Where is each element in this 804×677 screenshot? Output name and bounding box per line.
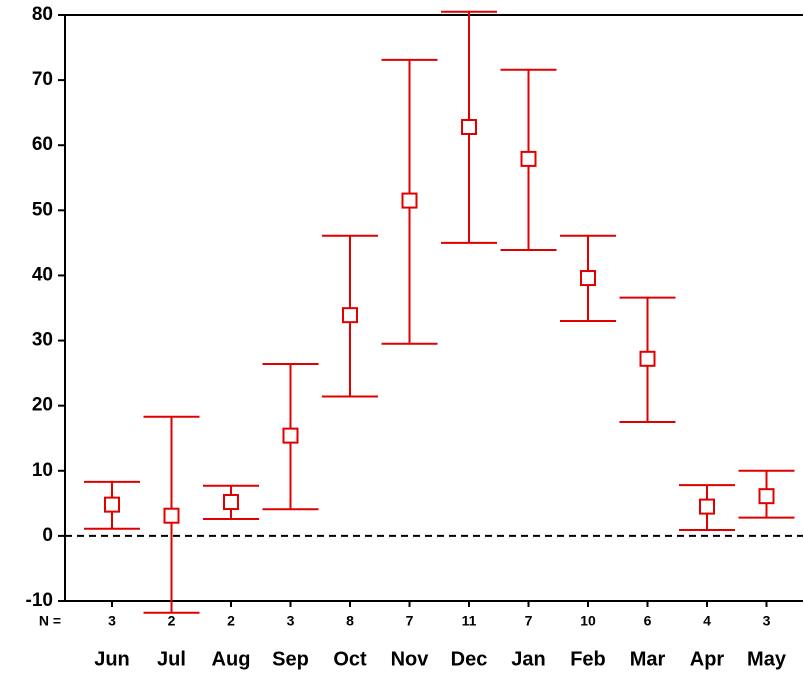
mean-marker <box>223 494 239 511</box>
n-value: 3 <box>108 613 116 629</box>
mean-marker <box>580 270 596 287</box>
y-tick-label: 70 <box>32 69 53 90</box>
mean-marker <box>639 350 656 367</box>
y-tick-label: 60 <box>32 134 53 155</box>
x-tick-label: Aug <box>212 648 251 670</box>
mean-marker <box>461 118 477 135</box>
x-tick-label: Jan <box>511 648 545 670</box>
x-tick-label: Oct <box>333 648 367 670</box>
n-value: 2 <box>227 613 235 629</box>
mean-marker <box>401 192 418 209</box>
y-tick-label: 40 <box>32 264 53 285</box>
mean-marker <box>699 498 715 515</box>
n-value: 8 <box>346 613 354 629</box>
n-value: 7 <box>525 613 533 629</box>
n-value: 3 <box>287 613 295 629</box>
y-tick-label: 50 <box>32 199 53 220</box>
n-value: 3 <box>763 613 771 629</box>
x-tick-label: Feb <box>570 648 606 670</box>
n-value: 7 <box>406 613 414 629</box>
x-tick-label: Dec <box>451 648 488 670</box>
mean-marker <box>520 150 537 167</box>
y-tick-label: 80 <box>32 4 53 25</box>
x-tick-label: Apr <box>690 648 725 670</box>
n-value: 6 <box>644 613 652 629</box>
mean-marker <box>163 507 180 524</box>
y-tick-label: 0 <box>42 525 53 546</box>
mean-marker <box>342 307 358 324</box>
n-value: 4 <box>703 613 711 629</box>
n-value: 11 <box>462 613 477 629</box>
x-tick-label: Nov <box>391 648 430 670</box>
x-tick-label: Jul <box>157 648 186 670</box>
x-tick-label: Mar <box>630 648 666 670</box>
x-tick-label: May <box>747 648 787 670</box>
n-value: 10 <box>580 613 596 629</box>
y-tick-label: 10 <box>32 460 53 481</box>
y-tick-label: 30 <box>32 330 53 351</box>
x-tick-label: Jun <box>94 648 130 670</box>
n-label: N = <box>39 613 61 629</box>
mean-marker <box>282 427 299 444</box>
mean-marker <box>758 488 775 505</box>
y-tick-label: -10 <box>26 590 53 611</box>
x-tick-label: Sep <box>272 648 309 670</box>
mean-marker <box>104 496 120 513</box>
y-tick-label: 20 <box>32 395 53 416</box>
n-value: 2 <box>168 613 176 629</box>
